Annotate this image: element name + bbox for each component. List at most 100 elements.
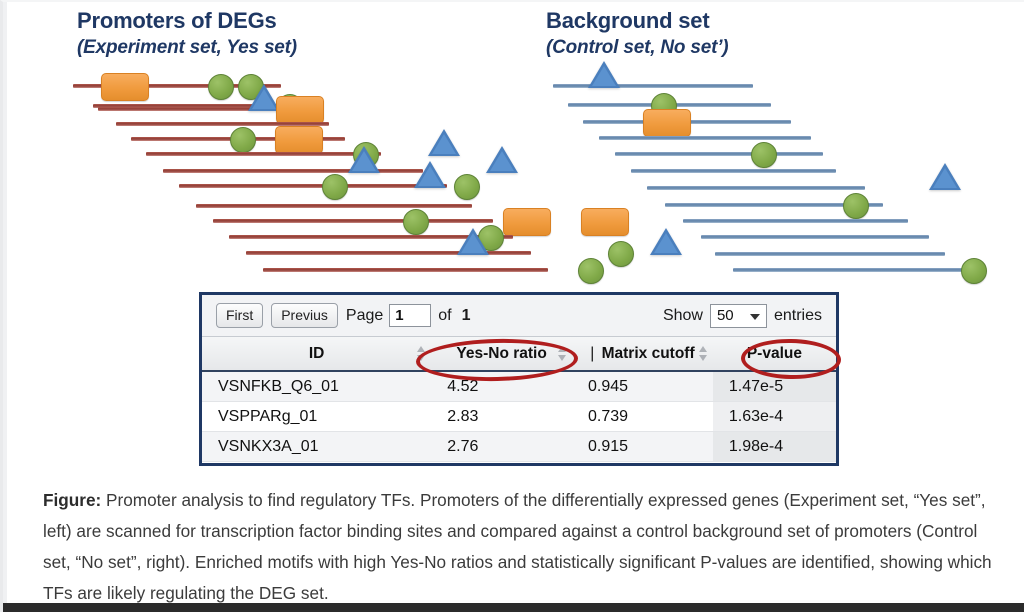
binding-site-triangle-marker xyxy=(414,161,446,188)
binding-site-circle-marker xyxy=(208,74,234,100)
p-value-cell: 1.47e-5 xyxy=(712,371,836,402)
p-value-cell: 1.63e-4 xyxy=(712,401,836,432)
promoter-line xyxy=(146,152,381,156)
column-header-id-label: ID xyxy=(308,344,325,362)
promoter-line xyxy=(98,107,323,111)
promoter-line xyxy=(229,235,513,239)
yes-no-ratio-cell: 4.52 xyxy=(431,371,573,402)
background-set-subtitle: (Control set, No set’) xyxy=(546,36,729,58)
binding-site-triangle-marker xyxy=(588,61,620,88)
table-header-row: ID Yes-No ratio | Matrix cutoff P-value xyxy=(202,337,836,372)
left-edge-bar xyxy=(3,2,7,612)
column-header-yes-no-ratio[interactable]: Yes-No ratio xyxy=(431,337,573,372)
binding-site-circle-marker xyxy=(751,142,777,168)
sort-arrows-icon[interactable] xyxy=(558,345,567,362)
motif-results-table: ID Yes-No ratio | Matrix cutoff P-value xyxy=(202,337,836,462)
entries-per-page-select[interactable]: 50 xyxy=(709,303,767,328)
binding-site-circle-marker xyxy=(454,174,480,200)
column-header-separator: | xyxy=(590,344,595,362)
column-header-matrix-cutoff-label: Matrix cutoff xyxy=(601,344,695,362)
caption-lead: Figure: xyxy=(43,490,102,510)
entries-select-value: 50 xyxy=(716,307,734,324)
experiment-set-subtitle: (Experiment set, Yes set) xyxy=(77,36,297,58)
sort-arrows-icon[interactable] xyxy=(417,345,426,362)
control-promoter-diagram xyxy=(543,61,1003,287)
binding-site-triangle-marker xyxy=(428,129,460,156)
promoter-line xyxy=(163,169,423,173)
promoter-line xyxy=(701,235,929,239)
page-number-input[interactable] xyxy=(389,304,432,327)
table-toolbar: First Previus Page of 1 Show 50 entries xyxy=(202,295,836,337)
binding-site-triangle-marker xyxy=(348,146,380,173)
binding-site-triangle-marker xyxy=(486,146,518,173)
matrix-cutoff-cell: 0.945 xyxy=(572,371,713,402)
promoter-line xyxy=(116,122,329,126)
p-value-cell: 1.98e-4 xyxy=(712,431,836,462)
chevron-down-icon xyxy=(749,313,760,320)
promoter-line xyxy=(631,169,836,173)
promoter-line xyxy=(553,84,753,88)
motif-results-panel: First Previus Page of 1 Show 50 entries … xyxy=(199,292,842,466)
promoter-line xyxy=(246,251,531,255)
binding-site-triangle-marker xyxy=(457,228,489,255)
binding-site-rect-marker xyxy=(275,126,323,154)
entries-control: Show 50 entries xyxy=(663,303,822,328)
background-set-title: Background set xyxy=(546,8,710,33)
caption-text: Promoter analysis to find regulatory TFs… xyxy=(43,490,992,603)
binding-site-circle-marker xyxy=(578,258,604,284)
figure-caption: Figure: Promoter analysis to find regula… xyxy=(43,485,1003,609)
promoter-line xyxy=(683,219,908,223)
column-header-matrix-cutoff[interactable]: | Matrix cutoff xyxy=(572,337,713,372)
previous-page-button[interactable]: Previus xyxy=(271,303,338,328)
column-header-p-value[interactable]: P-value xyxy=(712,337,836,372)
column-header-p-value-label: P-value xyxy=(746,344,802,362)
table-row[interactable]: VSPPARg_01 2.83 0.739 1.63e-4 xyxy=(202,401,836,432)
promoter-line xyxy=(733,268,963,272)
promoter-line xyxy=(93,104,318,108)
binding-site-triangle-marker xyxy=(248,84,280,111)
sort-arrows-icon[interactable] xyxy=(698,345,708,362)
entries-label: entries xyxy=(773,306,822,324)
yes-no-ratio-cell: 2.83 xyxy=(431,401,573,432)
table-row[interactable]: VSNKX3A_01 2.76 0.915 1.98e-4 xyxy=(202,431,836,462)
binding-site-rect-marker xyxy=(643,109,691,137)
promoter-line xyxy=(213,219,493,223)
binding-site-triangle-marker xyxy=(929,163,961,190)
binding-site-circle-marker xyxy=(403,209,429,235)
binding-site-rect-marker xyxy=(101,73,149,101)
promoter-line xyxy=(263,268,548,272)
motif-id-cell: VSPPARg_01 xyxy=(202,401,432,432)
promoter-line xyxy=(599,136,811,140)
yes-no-ratio-cell: 2.76 xyxy=(431,431,573,462)
binding-site-circle-marker xyxy=(843,193,869,219)
promoter-line xyxy=(179,184,447,188)
matrix-cutoff-cell: 0.915 xyxy=(572,431,713,462)
matrix-cutoff-cell: 0.739 xyxy=(572,401,713,432)
binding-site-triangle-marker xyxy=(650,228,682,255)
bottom-bar xyxy=(3,603,1024,612)
binding-site-rect-marker xyxy=(276,96,324,124)
experiment-set-title: Promoters of DEGs xyxy=(77,8,277,33)
table-row[interactable]: VSNFKB_Q6_01 4.52 0.945 1.47e-5 xyxy=(202,371,836,402)
promoter-line xyxy=(647,186,865,190)
table-head: ID Yes-No ratio | Matrix cutoff P-value xyxy=(202,337,836,372)
binding-site-rect-marker xyxy=(503,208,551,236)
of-label: of xyxy=(438,306,452,324)
binding-site-rect-marker xyxy=(581,208,629,236)
background-set-heading: Background set (Control set, No set’) xyxy=(546,8,729,59)
table-body: VSNFKB_Q6_01 4.52 0.945 1.47e-5 VSPPARg_01 2.… xyxy=(202,371,836,462)
column-header-yes-no-ratio-label: Yes-No ratio xyxy=(456,344,547,362)
binding-site-circle-marker xyxy=(230,127,256,153)
promoter-line xyxy=(73,84,281,88)
promoter-line xyxy=(196,204,472,208)
promoter-line xyxy=(615,152,823,156)
page-label: Page xyxy=(345,306,384,324)
binding-site-circle-marker xyxy=(322,174,348,200)
binding-site-circle-marker xyxy=(608,241,634,267)
first-page-button[interactable]: First xyxy=(216,303,264,328)
motif-id-cell: VSNKX3A_01 xyxy=(202,431,432,462)
promoter-line xyxy=(715,252,945,256)
column-header-id[interactable]: ID xyxy=(202,337,432,372)
binding-site-circle-marker xyxy=(961,258,987,284)
